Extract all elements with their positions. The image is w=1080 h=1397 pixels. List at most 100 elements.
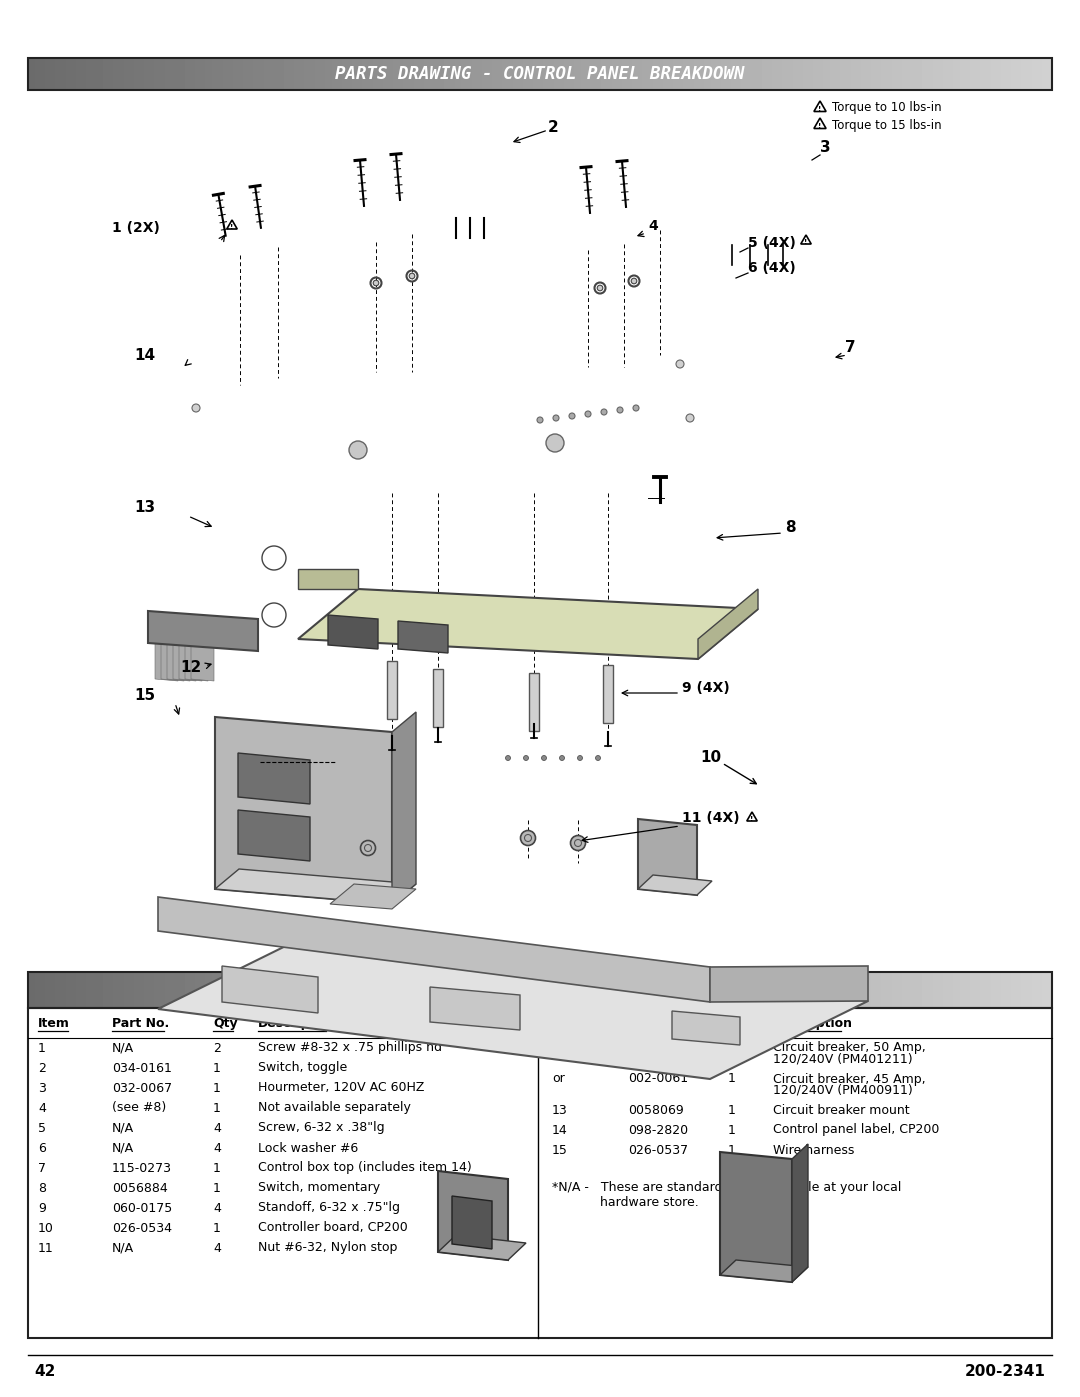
Text: 1: 1 (728, 1073, 735, 1085)
Polygon shape (433, 669, 443, 726)
Polygon shape (167, 637, 190, 680)
Text: Switch, toggle: Switch, toggle (258, 1062, 348, 1074)
Text: 11 (4X): 11 (4X) (681, 812, 740, 826)
Text: 13: 13 (552, 1104, 568, 1116)
Text: 2: 2 (548, 120, 558, 134)
Polygon shape (792, 1144, 808, 1282)
Text: 120/240V (PM400911): 120/240V (PM400911) (773, 1084, 913, 1097)
Text: 4: 4 (213, 1141, 221, 1154)
Text: Description: Description (258, 1017, 338, 1030)
Polygon shape (672, 1011, 740, 1045)
Circle shape (569, 414, 575, 419)
Polygon shape (215, 717, 392, 904)
Circle shape (595, 756, 600, 760)
Text: 4: 4 (213, 1242, 221, 1255)
Text: 1: 1 (728, 1042, 735, 1055)
Text: 7: 7 (845, 341, 855, 355)
Text: !: ! (819, 106, 822, 112)
Text: 10: 10 (38, 1221, 54, 1235)
Circle shape (578, 756, 582, 760)
Text: 5: 5 (38, 1122, 46, 1134)
Text: PARTS LIST: PARTS LIST (486, 981, 594, 999)
Text: Part No.: Part No. (112, 1017, 170, 1030)
Text: Qty: Qty (213, 1017, 238, 1030)
Polygon shape (392, 712, 416, 904)
Text: 4: 4 (648, 219, 658, 233)
Text: Nut #6-32, Nylon stop: Nut #6-32, Nylon stop (258, 1242, 397, 1255)
Text: 115-0273: 115-0273 (112, 1161, 172, 1175)
Text: Circuit breaker, 45 Amp,: Circuit breaker, 45 Amp, (773, 1073, 926, 1085)
Text: Lock washer #6: Lock washer #6 (258, 1141, 359, 1154)
Circle shape (409, 274, 415, 279)
Polygon shape (238, 810, 310, 861)
Text: 032-0067: 032-0067 (112, 1081, 172, 1094)
Text: 1: 1 (213, 1062, 221, 1074)
Text: 098-2820: 098-2820 (627, 1123, 688, 1137)
Text: 14: 14 (552, 1123, 568, 1137)
Polygon shape (191, 637, 214, 680)
Polygon shape (173, 637, 195, 680)
Text: N/A: N/A (112, 1042, 134, 1055)
Polygon shape (603, 665, 613, 724)
Text: 2: 2 (38, 1062, 45, 1074)
Text: Wire harness: Wire harness (773, 1144, 854, 1157)
Polygon shape (438, 1171, 508, 1260)
Text: 15: 15 (134, 689, 156, 704)
Circle shape (521, 830, 536, 845)
Text: 002-0061: 002-0061 (627, 1073, 688, 1085)
Text: N/A: N/A (112, 1242, 134, 1255)
Polygon shape (185, 637, 208, 680)
Text: Qty: Qty (728, 1017, 753, 1030)
Text: 12: 12 (552, 1042, 568, 1055)
Circle shape (524, 756, 528, 760)
Circle shape (633, 405, 639, 411)
Text: Standoff, 6-32 x .75"lg: Standoff, 6-32 x .75"lg (258, 1201, 400, 1214)
Circle shape (374, 281, 379, 286)
Bar (28, 59, 1052, 89)
Text: N/A: N/A (112, 1141, 134, 1154)
Text: 026-0534: 026-0534 (112, 1221, 172, 1235)
Circle shape (686, 414, 694, 422)
Polygon shape (698, 590, 758, 659)
Text: 002-0060: 002-0060 (627, 1042, 688, 1055)
Polygon shape (158, 897, 710, 1002)
Text: Description: Description (773, 1017, 853, 1030)
Polygon shape (215, 869, 416, 904)
Polygon shape (399, 622, 448, 652)
Polygon shape (438, 1235, 526, 1260)
Text: 4: 4 (213, 1122, 221, 1134)
Polygon shape (453, 1196, 492, 1249)
Text: 120/240V (PM401211): 120/240V (PM401211) (773, 1052, 913, 1066)
Text: 2: 2 (213, 1042, 221, 1055)
Circle shape (676, 360, 684, 367)
Polygon shape (298, 569, 357, 590)
Text: 4: 4 (38, 1101, 45, 1115)
Text: 15: 15 (552, 1144, 568, 1157)
Text: !: ! (751, 816, 754, 821)
Circle shape (570, 835, 585, 851)
Text: 11: 11 (38, 1242, 54, 1255)
Text: 060-0175: 060-0175 (112, 1201, 172, 1214)
Text: Control panel label, CP200: Control panel label, CP200 (773, 1123, 940, 1137)
Circle shape (537, 416, 543, 423)
Circle shape (541, 756, 546, 760)
Circle shape (597, 285, 603, 291)
Text: 1 (2X): 1 (2X) (112, 221, 160, 235)
Text: 7: 7 (38, 1161, 46, 1175)
Text: Item: Item (38, 1017, 70, 1030)
Text: 1: 1 (213, 1161, 221, 1175)
Polygon shape (330, 884, 416, 909)
Text: Not available separately: Not available separately (258, 1101, 410, 1115)
Text: 1: 1 (213, 1081, 221, 1094)
Text: 10: 10 (700, 750, 721, 766)
Text: Item: Item (552, 1017, 584, 1030)
Text: Circuit breaker mount: Circuit breaker mount (773, 1104, 909, 1116)
Circle shape (600, 409, 607, 415)
Text: 8: 8 (785, 521, 796, 535)
Text: Screw, 6-32 x .38"lg: Screw, 6-32 x .38"lg (258, 1122, 384, 1134)
Text: 3: 3 (38, 1081, 45, 1094)
Text: 42: 42 (33, 1365, 55, 1379)
Text: 6: 6 (38, 1141, 45, 1154)
Text: 9: 9 (38, 1201, 45, 1214)
Text: 14: 14 (134, 348, 156, 363)
